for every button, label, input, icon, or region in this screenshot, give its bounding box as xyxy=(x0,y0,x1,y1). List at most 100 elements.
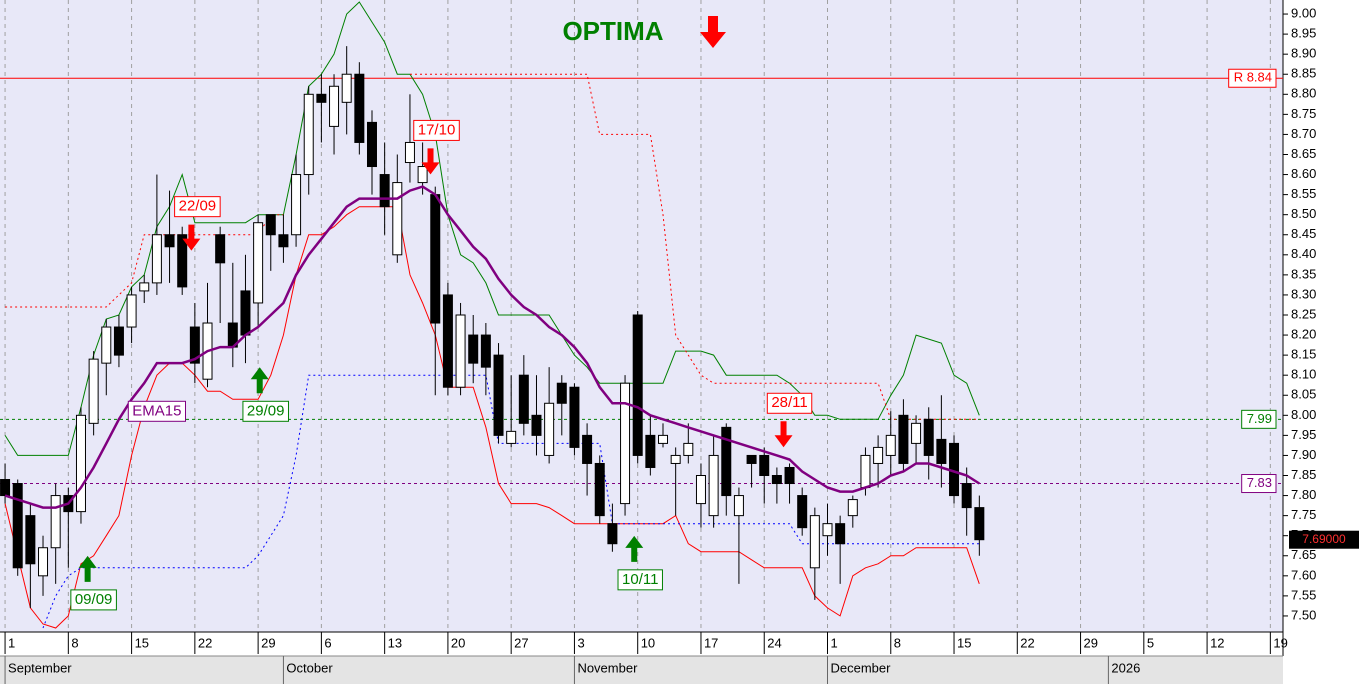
candle-body xyxy=(316,93,327,103)
candle-body xyxy=(759,454,770,477)
candle-body xyxy=(645,434,656,468)
y-tick-label: 8.35 xyxy=(1291,266,1316,281)
x-axis-area xyxy=(0,632,1283,656)
candle-body xyxy=(936,438,947,464)
annotation-label: 17/10 xyxy=(418,121,456,138)
y-tick-label: 7.55 xyxy=(1291,587,1316,602)
month-label: November xyxy=(577,660,638,675)
candle-body xyxy=(506,430,517,444)
candle-body xyxy=(341,73,352,103)
candle-body xyxy=(683,442,694,456)
candle-body xyxy=(265,214,276,236)
y-tick-label: 8.55 xyxy=(1291,186,1316,201)
candle-body xyxy=(873,446,884,464)
candle-body xyxy=(468,334,479,364)
candle-body xyxy=(809,515,820,569)
candle-body xyxy=(354,73,365,143)
y-tick-label: 7.50 xyxy=(1291,607,1316,622)
x-tick-label: 22 xyxy=(1020,635,1034,650)
candle-body xyxy=(253,222,264,304)
candle-body xyxy=(733,495,744,517)
y-tick-label: 8.90 xyxy=(1291,46,1316,61)
candle-body xyxy=(404,141,415,164)
x-tick-label: 8 xyxy=(894,635,901,650)
candle-body xyxy=(126,294,137,328)
candle-body xyxy=(771,475,782,485)
line-series xyxy=(5,73,980,420)
y-tick-label: 7.80 xyxy=(1291,487,1316,502)
candle-body xyxy=(860,454,871,489)
annotation-label: 28/11 xyxy=(771,394,807,411)
x-tick-label: 1 xyxy=(8,635,15,650)
y-tick-label: 7.60 xyxy=(1291,567,1316,582)
x-tick-label: 27 xyxy=(514,635,528,650)
arrow-down xyxy=(421,148,440,175)
last-price-label: 7.69000 xyxy=(1302,532,1346,546)
title-arrow xyxy=(700,16,726,48)
y-tick-label: 7.75 xyxy=(1291,507,1316,522)
candle-body xyxy=(822,523,833,537)
candle-body xyxy=(974,507,985,541)
candle-body xyxy=(177,234,188,288)
candle-body xyxy=(582,434,593,464)
x-tick-label: 17 xyxy=(704,635,718,650)
candle-body xyxy=(25,515,36,565)
candle-body xyxy=(607,523,618,545)
y-tick-label: 7.95 xyxy=(1291,427,1316,442)
level-label: 7.83 xyxy=(1247,475,1272,490)
last-price-box xyxy=(1289,530,1359,549)
x-tick-label: 6 xyxy=(324,635,331,650)
y-tick-label: 7.65 xyxy=(1291,547,1316,562)
candle-body xyxy=(442,294,453,388)
month-label: 2026 xyxy=(1111,660,1140,675)
level-label: R 8.84 xyxy=(1234,70,1272,85)
y-tick-label: 8.60 xyxy=(1291,166,1316,181)
candle-body xyxy=(480,334,491,368)
candle-body xyxy=(885,434,896,456)
annotation-box xyxy=(766,392,813,414)
y-tick-label: 8.80 xyxy=(1291,86,1316,101)
x-tick-label: 8 xyxy=(71,635,78,650)
candle-body xyxy=(746,454,757,464)
annotation-label: 29/09 xyxy=(247,402,285,419)
level-label-box xyxy=(1241,409,1277,429)
y-tick-label: 8.30 xyxy=(1291,286,1316,301)
candle-body xyxy=(695,475,706,505)
candle-body xyxy=(139,282,150,292)
annotation-box xyxy=(413,119,460,141)
y-tick-label: 8.05 xyxy=(1291,387,1316,402)
annotation-box xyxy=(617,569,663,591)
level-label-box xyxy=(1228,68,1277,88)
annotation-label: 10/11 xyxy=(622,571,658,588)
candle-body xyxy=(898,414,909,464)
candle-body xyxy=(911,422,922,444)
line-series xyxy=(4,185,980,509)
candle-body xyxy=(923,418,934,456)
y-tick-label: 8.40 xyxy=(1291,246,1316,261)
x-tick-label: 24 xyxy=(767,635,781,650)
candle-body xyxy=(430,194,441,324)
arrow-up xyxy=(78,555,97,582)
x-tick-label: 1 xyxy=(830,635,837,650)
candle-body xyxy=(632,314,643,456)
y-tick-label: 9.00 xyxy=(1291,5,1316,20)
y-tick-label: 8.85 xyxy=(1291,66,1316,81)
x-tick-label: 10 xyxy=(641,635,655,650)
y-tick-label: 8.00 xyxy=(1291,407,1316,422)
arrow-down xyxy=(774,421,793,448)
candle-body xyxy=(101,326,112,364)
candle-body xyxy=(366,121,377,168)
y-tick-label: 8.70 xyxy=(1291,126,1316,141)
y-tick-label: 8.20 xyxy=(1291,326,1316,341)
candle-body xyxy=(569,386,580,448)
candle-body xyxy=(113,326,124,356)
chart-title: OPTIMA xyxy=(562,16,663,46)
candle-body xyxy=(961,483,972,509)
candle-body xyxy=(556,382,567,404)
x-tick-label: 5 xyxy=(1147,635,1154,650)
candle-body xyxy=(303,93,314,176)
candle-body xyxy=(594,462,605,517)
candle-body xyxy=(240,290,251,336)
y-tick-label: 8.50 xyxy=(1291,206,1316,221)
